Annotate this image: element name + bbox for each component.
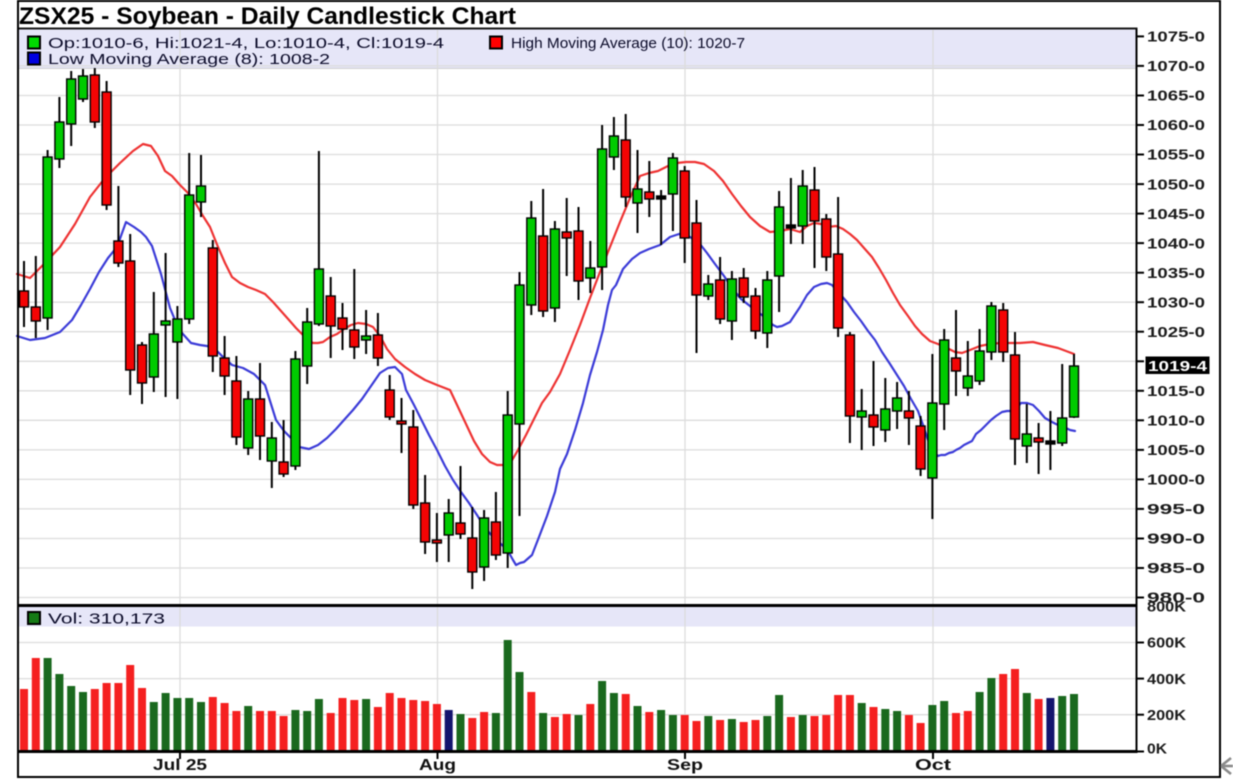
svg-text:1075-0: 1075-0: [1147, 29, 1205, 46]
svg-text:400K: 400K: [1147, 671, 1186, 688]
svg-text:1035-0: 1035-0: [1147, 265, 1205, 282]
svg-text:1005-0: 1005-0: [1147, 442, 1205, 459]
svg-text:Jul 25: Jul 25: [153, 757, 207, 774]
svg-text:Oct: Oct: [915, 757, 952, 774]
svg-text:800K: 800K: [1147, 599, 1186, 616]
svg-text:Sep: Sep: [667, 757, 703, 774]
svg-text:995-0: 995-0: [1147, 501, 1205, 518]
svg-text:1030-0: 1030-0: [1147, 294, 1205, 311]
svg-text:ZSX25 - Soybean - Daily Candle: ZSX25 - Soybean - Daily Candlestick Char…: [19, 3, 516, 30]
svg-text:Op:1010-6, Hi:1021-4, Lo:1010-: Op:1010-6, Hi:1021-4, Lo:1010-4, Cl:1019…: [48, 36, 444, 52]
svg-text:1050-0: 1050-0: [1147, 176, 1205, 193]
svg-text:Aug: Aug: [419, 757, 456, 774]
svg-text:985-0: 985-0: [1147, 560, 1205, 577]
svg-text:1060-0: 1060-0: [1147, 117, 1205, 134]
svg-text:Low Moving Average (8): 1008-2: Low Moving Average (8): 1008-2: [48, 52, 330, 68]
svg-text:990-0: 990-0: [1147, 531, 1205, 548]
svg-text:1025-0: 1025-0: [1147, 324, 1205, 341]
svg-text:200K: 200K: [1147, 707, 1186, 724]
svg-text:1045-0: 1045-0: [1147, 206, 1205, 223]
svg-text:1055-0: 1055-0: [1147, 147, 1205, 164]
svg-text:High Moving Average (10): 1020: High Moving Average (10): 1020-7: [511, 36, 745, 52]
svg-text:1065-0: 1065-0: [1147, 88, 1205, 105]
svg-text:1000-0: 1000-0: [1147, 472, 1205, 489]
svg-text:1010-0: 1010-0: [1147, 413, 1205, 430]
svg-text:600K: 600K: [1147, 635, 1186, 652]
svg-text:1015-0: 1015-0: [1147, 383, 1205, 400]
svg-text:1070-0: 1070-0: [1147, 58, 1205, 75]
svg-text:1019-4: 1019-4: [1148, 358, 1208, 375]
svg-text:1040-0: 1040-0: [1147, 235, 1205, 252]
svg-text:980-0: 980-0: [1147, 590, 1205, 607]
svg-text:0K: 0K: [1147, 741, 1167, 758]
svg-text:Vol: 310,173: Vol: 310,173: [48, 612, 165, 628]
